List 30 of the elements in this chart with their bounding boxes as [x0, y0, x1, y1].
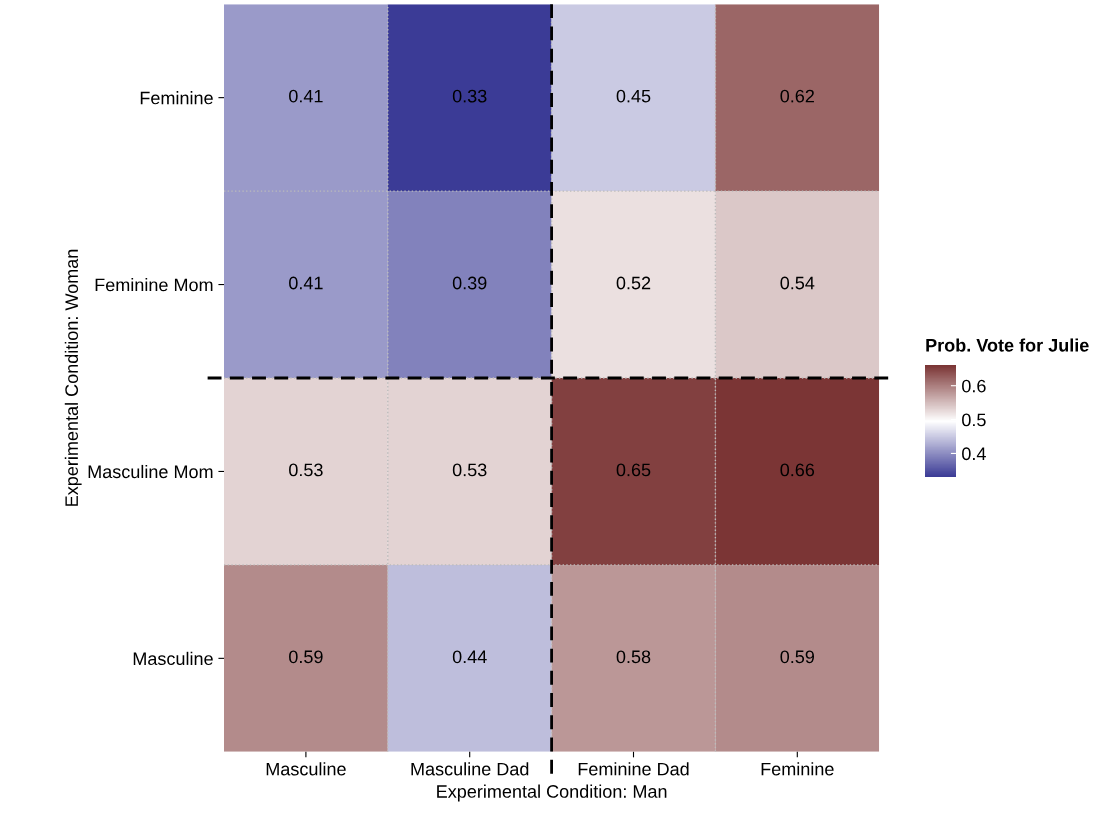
data-label: 0.54 — [780, 276, 815, 290]
y-tick-label: Masculine Mom — [88, 464, 213, 479]
data-label: 0.62 — [780, 89, 814, 103]
color-bar-label: 0.4 — [962, 447, 986, 461]
data-label: 0.33 — [452, 89, 487, 103]
x-tick-label: Masculine Dad — [411, 762, 529, 776]
x-tick-label: Feminine Dad — [578, 762, 689, 776]
y-tick-label: Masculine — [133, 651, 213, 666]
data-label: 0.65 — [616, 463, 651, 477]
data-label: 0.53 — [452, 463, 487, 477]
x-tick-label: Masculine — [266, 762, 346, 776]
data-label: 0.59 — [289, 650, 323, 664]
data-label: 0.45 — [616, 89, 651, 103]
y-tick-label: Feminine Mom — [95, 278, 213, 292]
color-bar-label: 0.5 — [962, 413, 986, 427]
data-label: 0.66 — [780, 463, 815, 477]
y-tick-label: Feminine — [140, 91, 213, 105]
x-tick-label: Feminine — [761, 762, 834, 776]
data-label: 0.39 — [452, 276, 487, 290]
data-label: 0.52 — [616, 276, 651, 290]
data-label: 0.59 — [780, 650, 815, 664]
data-label: 0.41 — [289, 89, 323, 103]
color-bar-title: Prob. Vote for Julie — [926, 338, 1089, 352]
data-label: 0.41 — [289, 276, 323, 290]
data-label: 0.44 — [452, 650, 487, 664]
y-axis-title: Experimental Condition: Woman — [64, 249, 82, 506]
x-axis-title: Experimental Condition: Man — [437, 784, 667, 802]
data-label: 0.53 — [289, 463, 323, 477]
data-label: 0.58 — [616, 650, 651, 664]
color-bar-label: 0.6 — [962, 379, 986, 393]
